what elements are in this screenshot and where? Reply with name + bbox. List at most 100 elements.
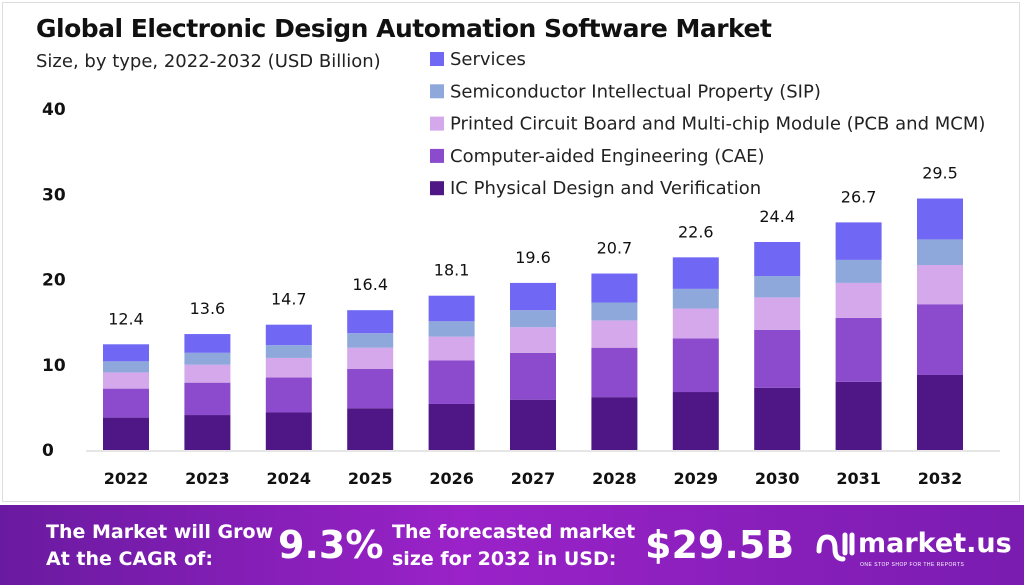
bar-segment-2028-series-3 — [591, 302, 638, 321]
y-tick-label: 40 — [42, 100, 66, 120]
legend-label: IC Physical Design and Verification — [450, 178, 761, 199]
bar-segment-2030-series-4 — [754, 241, 801, 277]
market-us-logo-icon — [816, 532, 855, 562]
bar-segment-2030-series-2 — [754, 297, 801, 330]
bar-segment-2022-series-4 — [103, 344, 149, 362]
bar-segment-2023-series-3 — [184, 352, 231, 365]
x-tick-label-2030: 2030 — [755, 469, 800, 488]
bar-segment-2026-series-3 — [428, 321, 475, 337]
legend-swatch — [430, 52, 444, 66]
x-tick-label-2023: 2023 — [185, 469, 230, 488]
bar-segment-2028-series-2 — [591, 320, 638, 348]
total-label-2028: 20.7 — [597, 239, 633, 258]
x-tick-label-2029: 2029 — [674, 469, 719, 488]
bar-segment-2028-series-4 — [591, 273, 638, 303]
bar-segment-2030-series-3 — [754, 276, 801, 298]
legend-label: Services — [450, 49, 526, 70]
legend-label: Semiconductor Intellectual Property (SIP… — [450, 81, 821, 102]
legend-swatch — [430, 181, 444, 196]
bar-segment-2031-series-0 — [835, 381, 882, 450]
bar-segment-2026-series-4 — [428, 295, 475, 322]
x-tick-label-2027: 2027 — [511, 469, 556, 488]
bar-segment-2023-series-1 — [184, 382, 231, 416]
bar-segment-2027-series-4 — [510, 282, 556, 311]
bar-segment-2026-series-1 — [428, 360, 475, 404]
bar-segment-2022-series-3 — [103, 361, 149, 373]
bar-segment-2025-series-0 — [347, 408, 394, 450]
chart-title: Global Electronic Design Automation Soft… — [36, 14, 772, 43]
total-label-2027: 19.6 — [515, 248, 551, 267]
y-tick-label: 0 — [42, 441, 54, 461]
bar-segment-2027-series-3 — [510, 310, 556, 328]
bar-segment-2024-series-2 — [265, 357, 312, 378]
total-label-2022: 12.4 — [108, 309, 144, 328]
chart-subtitle: Size, by type, 2022-2032 (USD Billion) — [36, 51, 381, 72]
legend-swatch — [430, 148, 444, 163]
bar-segment-2023-series-0 — [184, 415, 231, 450]
bar-segment-2022-series-1 — [103, 388, 149, 418]
bar-segment-2032-series-1 — [917, 304, 963, 375]
bar-segment-2023-series-2 — [184, 364, 231, 383]
bar-segment-2023-series-4 — [184, 334, 231, 353]
bar-segment-2031-series-1 — [835, 317, 882, 382]
bar-segment-2029-series-2 — [672, 308, 719, 339]
bar-segment-2029-series-3 — [672, 288, 719, 309]
total-label-2031: 26.7 — [841, 187, 877, 206]
bar-segment-2028-series-0 — [591, 397, 638, 450]
brand-name: market.us — [858, 528, 1012, 559]
bar-segment-2026-series-0 — [428, 403, 475, 450]
bar-segment-2024-series-4 — [265, 324, 312, 346]
total-label-2029: 22.6 — [678, 222, 714, 241]
legend-swatch — [430, 116, 444, 131]
total-label-2024: 14.7 — [271, 290, 307, 309]
bar-segment-2030-series-0 — [754, 387, 801, 450]
total-label-2025: 16.4 — [352, 275, 388, 294]
bar-segment-2024-series-3 — [265, 345, 312, 358]
bar-segment-2025-series-1 — [347, 369, 394, 409]
bar-segment-2029-series-0 — [672, 392, 719, 450]
bar-segment-2026-series-2 — [428, 336, 475, 361]
legend-swatch — [430, 84, 444, 99]
x-tick-label-2022: 2022 — [104, 469, 149, 488]
bar-segment-2024-series-0 — [265, 412, 312, 450]
y-tick-label: 30 — [42, 185, 66, 205]
x-tick-label-2024: 2024 — [267, 469, 312, 488]
forecast-label-line2: size for 2032 in USD: — [392, 548, 617, 570]
brand-tagline: ONE STOP SHOP FOR THE REPORTS — [860, 562, 965, 568]
cagr-label-line1: The Market will Grow — [46, 521, 274, 543]
forecast-value: $29.5B — [645, 523, 795, 567]
bar-segment-2031-series-3 — [835, 259, 882, 283]
y-tick-label: 10 — [42, 356, 66, 376]
forecast-label-line1: The forecasted market — [392, 521, 636, 543]
bar-segment-2029-series-1 — [672, 338, 719, 393]
cagr-label-line2: At the CAGR of: — [46, 548, 213, 570]
bar-segment-2024-series-1 — [265, 377, 312, 413]
bar-segment-2027-series-1 — [510, 352, 556, 400]
footer-banner: The Market will Grow At the CAGR of: 9.3… — [0, 505, 1024, 585]
total-label-2030: 24.4 — [759, 207, 795, 226]
bar-segment-2031-series-4 — [835, 222, 882, 260]
x-tick-label-2026: 2026 — [429, 469, 474, 488]
y-tick-label: 20 — [42, 271, 66, 291]
legend-label: Computer-aided Engineering (CAE) — [450, 146, 765, 167]
cagr-value: 9.3% — [278, 523, 384, 567]
x-tick-label-2032: 2032 — [918, 469, 963, 488]
bar-segment-2030-series-1 — [754, 329, 801, 388]
x-tick-label-2025: 2025 — [348, 469, 393, 488]
chart-frame — [2, 2, 1020, 502]
bar-segment-2032-series-2 — [917, 265, 963, 305]
bar-segment-2025-series-4 — [347, 310, 394, 334]
bar-segment-2025-series-3 — [347, 333, 394, 348]
bar-segment-2029-series-4 — [672, 257, 719, 289]
bar-segment-2028-series-1 — [591, 347, 638, 398]
bar-segment-2031-series-2 — [835, 282, 882, 318]
stacked-bar-chart: 01020304012.4202213.6202314.7202416.4202… — [42, 49, 1000, 488]
bar-segment-2032-series-3 — [917, 239, 963, 266]
bar-segment-2027-series-0 — [510, 399, 556, 450]
bar-segment-2025-series-2 — [347, 347, 394, 370]
total-label-2023: 13.6 — [190, 299, 226, 318]
total-label-2026: 18.1 — [434, 261, 470, 280]
bar-segment-2022-series-2 — [103, 372, 149, 389]
cagr-label: The Market will Grow At the CAGR of: — [46, 519, 273, 573]
x-tick-label-2031: 2031 — [836, 469, 881, 488]
